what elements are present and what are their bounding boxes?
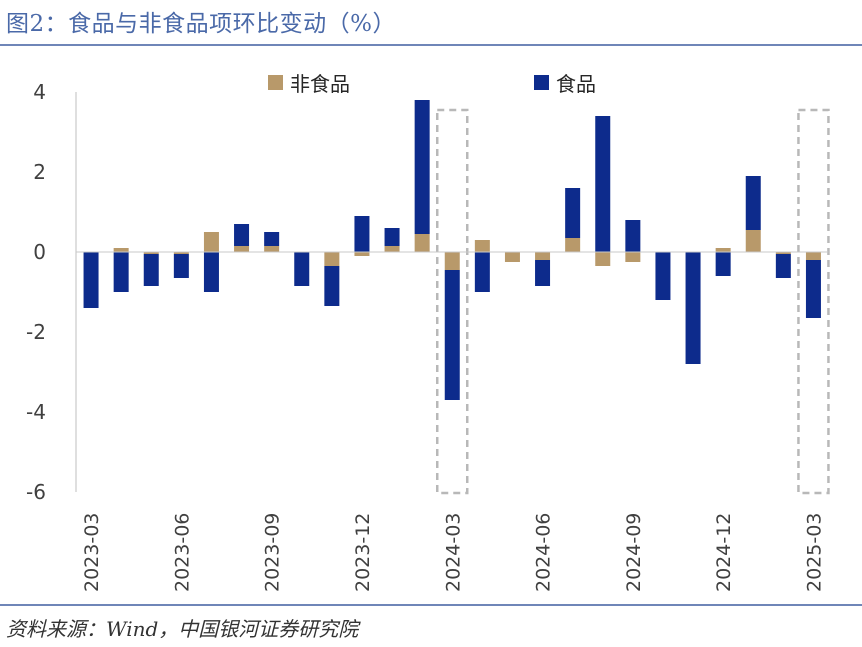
y-tick-label: 4 [33,80,46,104]
bar-food [805,260,821,318]
bar-nonfood [565,238,581,252]
bar-food [354,216,370,252]
bar-food [414,100,430,234]
bar-nonfood [715,248,731,252]
bar-nonfood [745,230,761,252]
legend-swatch [534,75,549,90]
y-axis: 4 2 0 -2 -4 -6 [26,80,77,504]
title-divider [0,44,862,46]
chart-title: 图2：食品与非食品项环比变动（%） [6,11,396,37]
bar-nonfood [384,246,400,252]
bar-food [264,232,280,246]
x-tick-label: 2023-09 [262,513,284,592]
bar-nonfood [143,252,159,254]
bar-food [203,252,219,292]
bar-nonfood [625,252,641,262]
x-tick-label: 2024-06 [533,513,555,592]
bar-food [595,116,611,252]
stacked-bar-chart: 非食品 食品 420-2-4-6 2023-03 2023-06 2023-09 202… [26,72,830,592]
bar-food [234,224,250,246]
bars [83,100,821,400]
highlight-box [797,108,830,495]
bar-nonfood [775,252,791,254]
bar-nonfood [324,252,340,266]
x-tick-label: 2023-12 [352,513,374,592]
legend: 非食品 食品 [268,72,596,96]
bar-food [775,254,791,278]
x-tick-label: 2023-03 [81,513,103,592]
bar-nonfood [535,252,551,260]
bar-food [535,260,551,286]
bar-nonfood [444,252,460,270]
highlight-box [436,108,469,495]
legend-label: 食品 [556,72,596,96]
bar-food [715,252,731,276]
y-tick-label: 0 [33,240,46,264]
bar-nonfood [173,252,189,254]
bar-nonfood [504,252,520,262]
bar-food [565,188,581,238]
bar-nonfood [264,246,280,252]
x-tick-label: 2023-06 [171,513,193,592]
bar-nonfood [414,234,430,252]
bar-food [324,266,340,306]
legend-label: 非食品 [290,72,350,96]
bar-food [173,254,189,278]
bar-nonfood [354,252,370,256]
bar-nonfood [595,252,611,266]
y-tick-label: 2 [33,160,46,184]
bar-nonfood [234,246,250,252]
bar-food [474,252,490,292]
footer-divider [0,604,862,606]
bar-food [113,252,129,292]
bar-food [444,270,460,400]
bar-food [294,252,310,286]
source-note: 资料来源：Wind，中国银河证券研究院 [6,617,359,641]
bar-food [655,252,671,300]
x-tick-label: 2024-09 [623,513,645,592]
bar-food [384,228,400,246]
y-tick-label: -6 [26,480,46,504]
x-tick-label: 2024-03 [442,513,464,592]
bar-nonfood [805,252,821,260]
bar-food [83,252,99,308]
bar-nonfood [203,232,219,252]
y-tick-label: -4 [26,400,46,424]
x-tick-label: 2025-03 [803,513,825,592]
x-tick-label: 2024-12 [713,513,735,592]
bar-food [685,252,701,364]
x-axis: 2023-03 2023-06 2023-09 2023-12 2024-03 2024-… [81,513,825,592]
highlight-boxes [436,108,830,495]
bar-nonfood [474,240,490,252]
bar-food [625,220,641,252]
bar-food [143,254,159,286]
y-tick-label: -2 [26,320,46,344]
bar-food [745,176,761,230]
legend-swatch [268,75,283,90]
bar-nonfood [113,248,129,252]
